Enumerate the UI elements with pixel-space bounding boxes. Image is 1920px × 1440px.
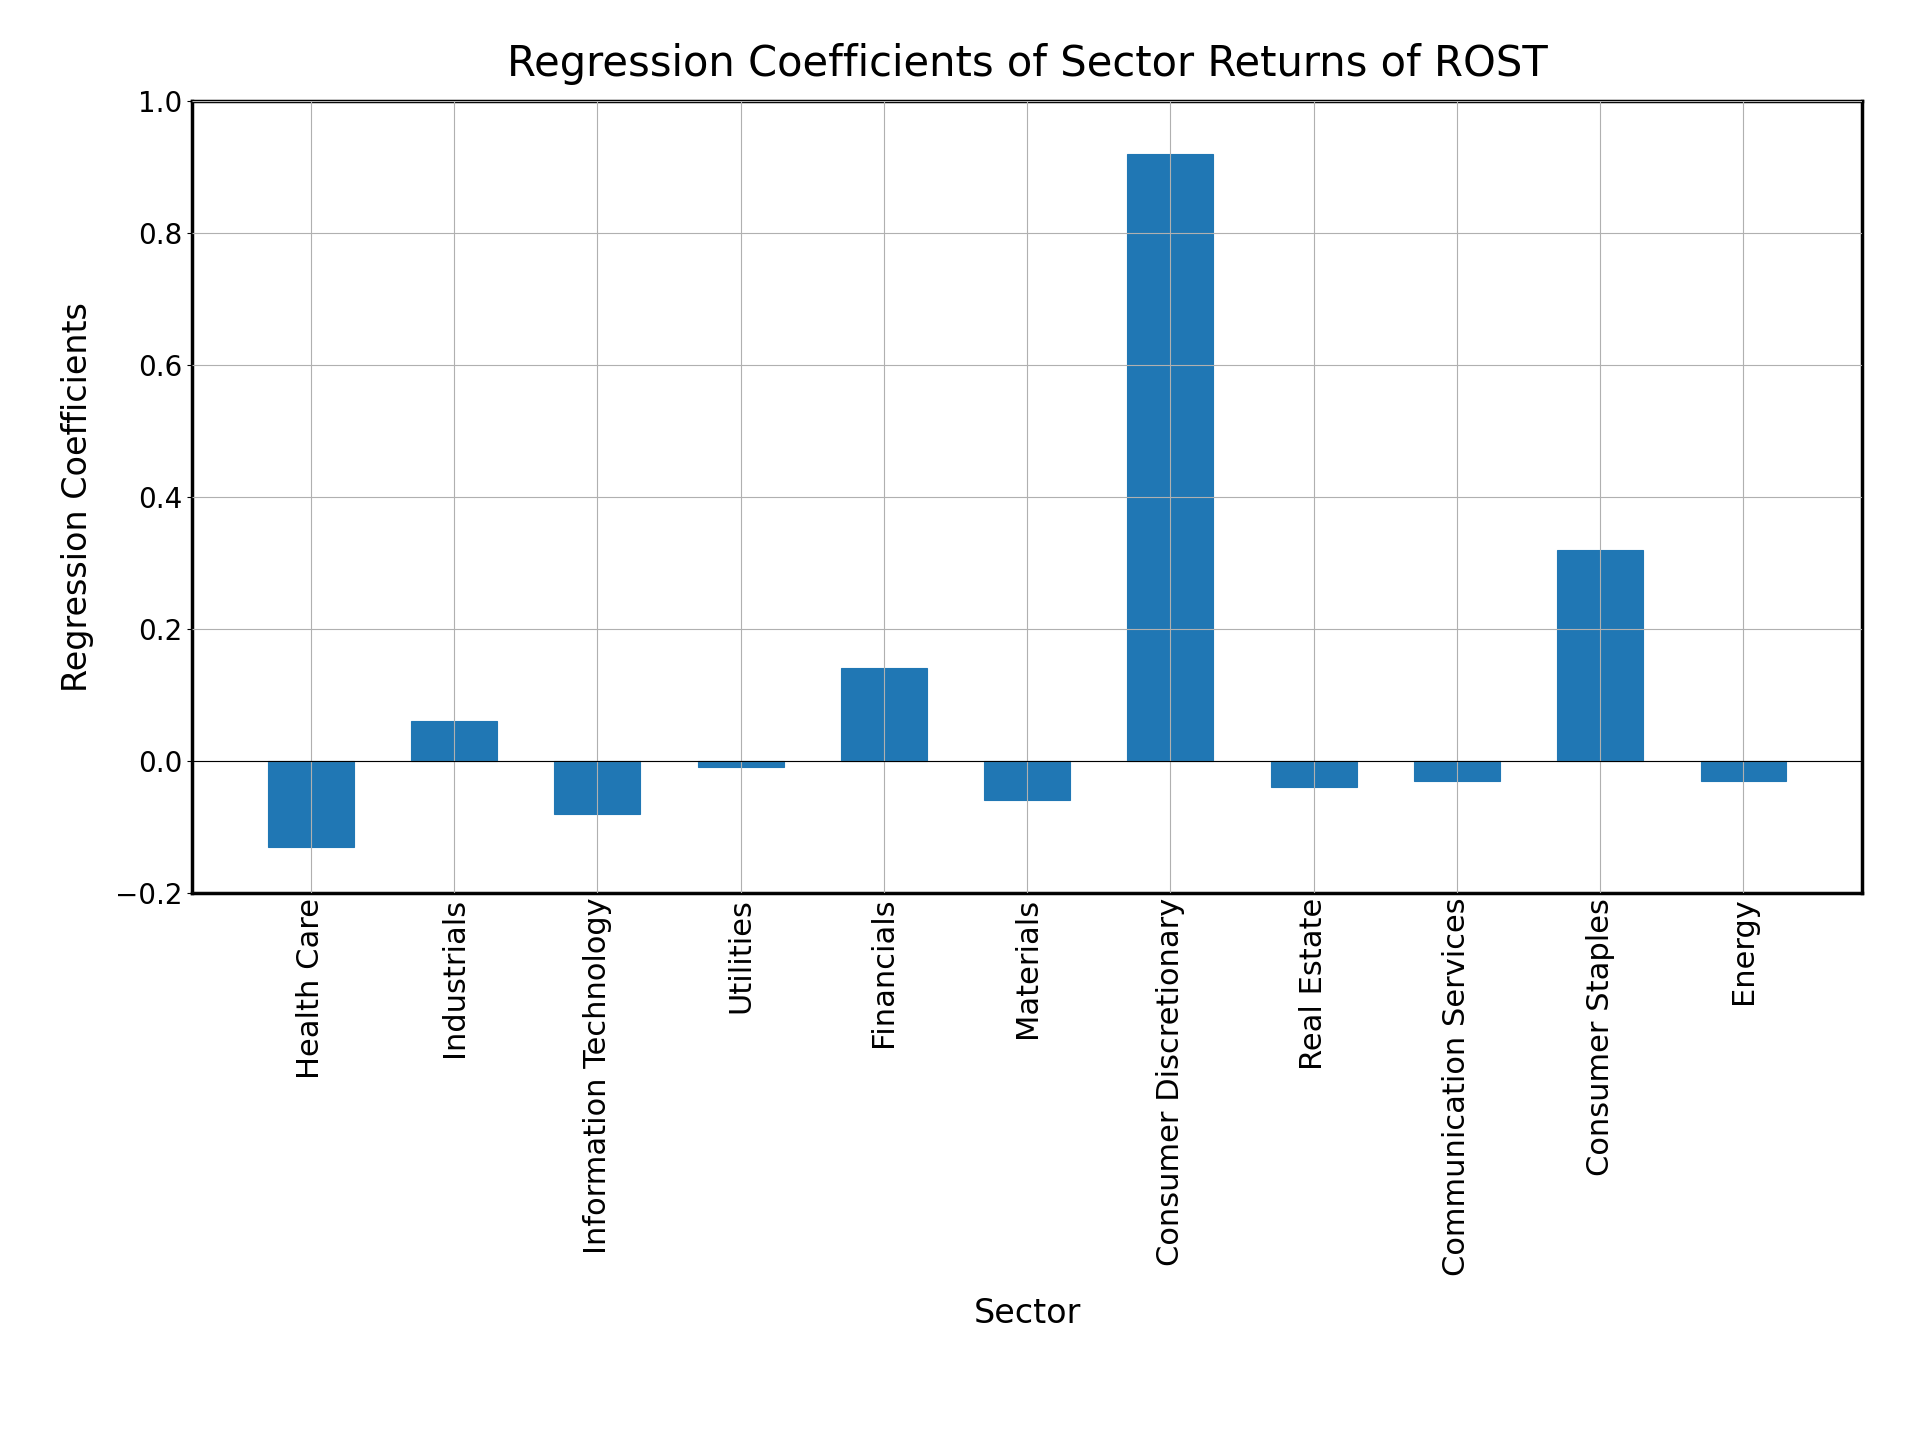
Bar (1271, 760, 1357, 788)
X-axis label: Sector: Sector (973, 1297, 1081, 1331)
Bar (985, 760, 1069, 801)
Bar (411, 721, 497, 760)
Bar (697, 760, 783, 768)
Bar (269, 760, 353, 847)
Y-axis label: Regression Coefficients: Regression Coefficients (61, 302, 94, 691)
Bar (1127, 154, 1213, 760)
Bar (555, 760, 641, 814)
Bar (1413, 760, 1500, 780)
Bar (1701, 760, 1786, 780)
Title: Regression Coefficients of Sector Returns of ROST: Regression Coefficients of Sector Return… (507, 43, 1548, 85)
Bar (1557, 550, 1644, 760)
Bar (841, 668, 927, 760)
